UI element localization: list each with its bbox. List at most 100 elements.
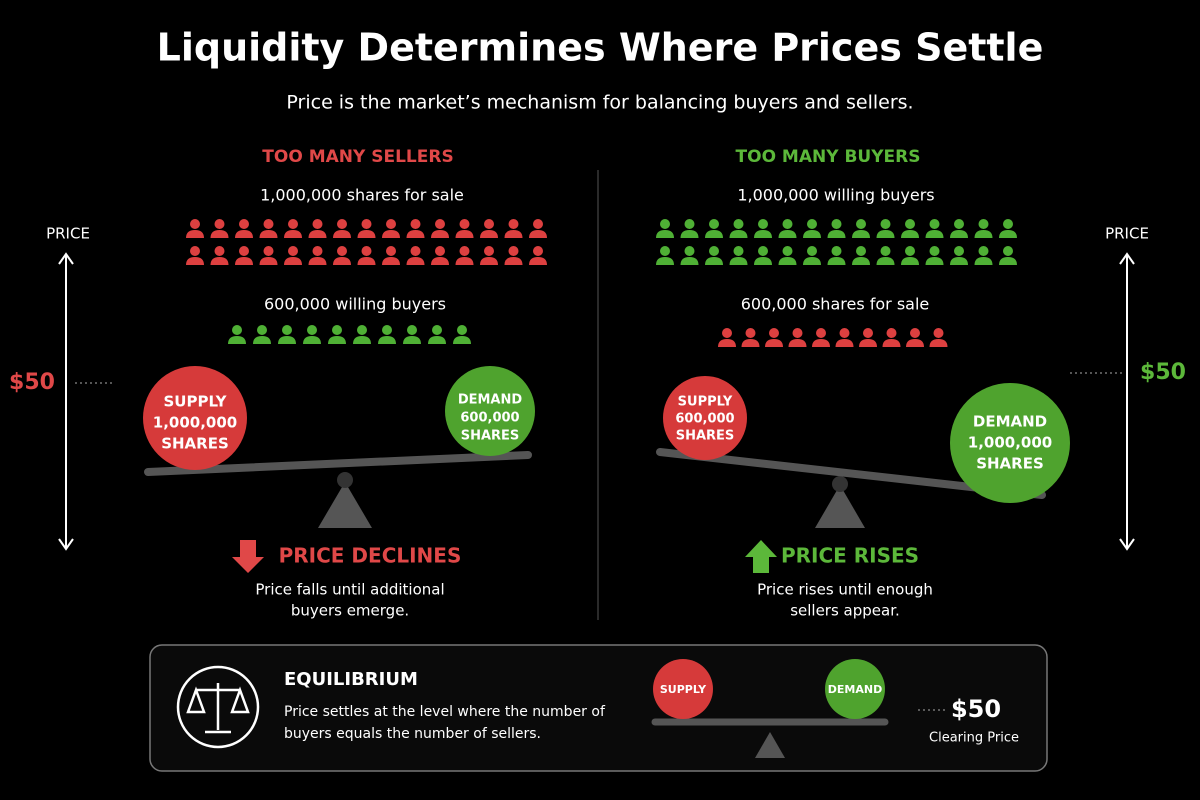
person-icon: [406, 219, 425, 238]
person-icon: [186, 219, 204, 238]
person-icon: [455, 219, 474, 238]
person-icon: [253, 325, 271, 344]
person-icon: [333, 246, 351, 265]
axis-label: PRICE: [1105, 225, 1149, 243]
person-icon: [284, 246, 302, 265]
subtitle: Price is the market’s mechanism for bala…: [286, 92, 913, 114]
ball-text: SHARES: [161, 435, 229, 453]
label: 1,000,000 willing buyers: [737, 186, 934, 205]
price: $50: [1140, 360, 1186, 385]
person-icon: [529, 219, 547, 238]
heading: TOO MANY BUYERS: [736, 147, 921, 167]
note: buyers emerge.: [291, 602, 409, 620]
person-icon: [729, 219, 748, 238]
person-icon: [680, 246, 699, 265]
person-icon: [406, 246, 425, 265]
eq-title: EQUILIBRIUM: [284, 669, 418, 690]
person-icon: [210, 246, 229, 265]
ball-text: 600,000: [675, 412, 734, 427]
outcome: PRICE DECLINES: [279, 544, 462, 568]
person-icon: [835, 328, 854, 347]
person-icon: [284, 219, 302, 238]
person-icon: [656, 246, 674, 265]
person-icon: [812, 328, 830, 347]
down-arrow: [232, 540, 264, 573]
person-icon: [480, 219, 498, 238]
person-icon: [754, 219, 772, 238]
person-icon: [259, 246, 278, 265]
person-icon: [876, 219, 895, 238]
person-icon: [357, 246, 376, 265]
person-icon: [765, 328, 783, 347]
person-icon: [357, 219, 376, 238]
person-icon: [382, 219, 400, 238]
price: $50: [9, 370, 55, 395]
ball-text: DEMAND: [458, 393, 523, 408]
person-icon: [950, 246, 968, 265]
person-icon: [378, 325, 396, 344]
eq-text: buyers equals the number of sellers.: [284, 726, 541, 742]
beam: [144, 451, 532, 476]
person-icon: [705, 246, 723, 265]
clearing-price: $50: [951, 695, 1001, 723]
ball-text: SHARES: [976, 455, 1044, 473]
scale-icon: [176, 665, 260, 749]
person-icon: [999, 246, 1017, 265]
person-icon: [754, 246, 772, 265]
ball-text: SUPPLY: [678, 395, 733, 410]
person-icon: [333, 219, 351, 238]
person-icon: [303, 325, 321, 344]
ball-text: SUPPLY: [660, 683, 707, 696]
person-icon: [974, 219, 993, 238]
demand-ball: [825, 659, 885, 719]
outcome: PRICE RISES: [781, 544, 919, 568]
fulcrum: [755, 732, 785, 758]
person-icon: [778, 246, 797, 265]
ball-text: 1,000,000: [968, 434, 1052, 452]
price-arrow: [1119, 252, 1135, 551]
person-icon: [480, 246, 498, 265]
person-icon: [308, 246, 327, 265]
person-icon: [529, 246, 547, 265]
person-icon: [431, 219, 449, 238]
person-icon: [353, 325, 371, 344]
person-icon: [235, 246, 253, 265]
equilibrium-box: [149, 644, 1048, 772]
label: 1,000,000 shares for sale: [260, 186, 464, 205]
person-icon: [876, 246, 895, 265]
person-icon: [656, 219, 674, 238]
ball-text: DEMAND: [973, 413, 1047, 431]
up-arrow: [745, 540, 777, 573]
person-icon: [453, 325, 471, 344]
fulcrum: [815, 485, 865, 528]
person-icon: [929, 328, 948, 347]
person-icon: [999, 219, 1017, 238]
person-icon: [778, 219, 797, 238]
person-icon: [186, 246, 204, 265]
label: 600,000 willing buyers: [264, 295, 446, 314]
person-icon: [308, 219, 327, 238]
fulcrum: [318, 482, 372, 528]
ball-text: DEMAND: [828, 683, 882, 696]
person-icon: [705, 219, 723, 238]
person-icon: [729, 246, 748, 265]
note: sellers appear.: [790, 602, 900, 620]
person-icon: [827, 246, 846, 265]
person-icon: [403, 325, 421, 344]
person-icon: [859, 328, 877, 347]
person-icon: [906, 328, 924, 347]
person-icon: [974, 246, 993, 265]
ball-text: SHARES: [676, 429, 735, 444]
demand-ball: [445, 366, 535, 456]
person-icon: [882, 328, 901, 347]
person-icon: [235, 219, 253, 238]
supply-ball: [653, 659, 713, 719]
person-icon: [504, 246, 523, 265]
price-arrow: [58, 252, 74, 551]
person-icon: [925, 246, 944, 265]
person-icon: [504, 219, 523, 238]
person-icon: [925, 219, 944, 238]
scale-icon: [186, 683, 250, 734]
person-icon: [278, 325, 296, 344]
